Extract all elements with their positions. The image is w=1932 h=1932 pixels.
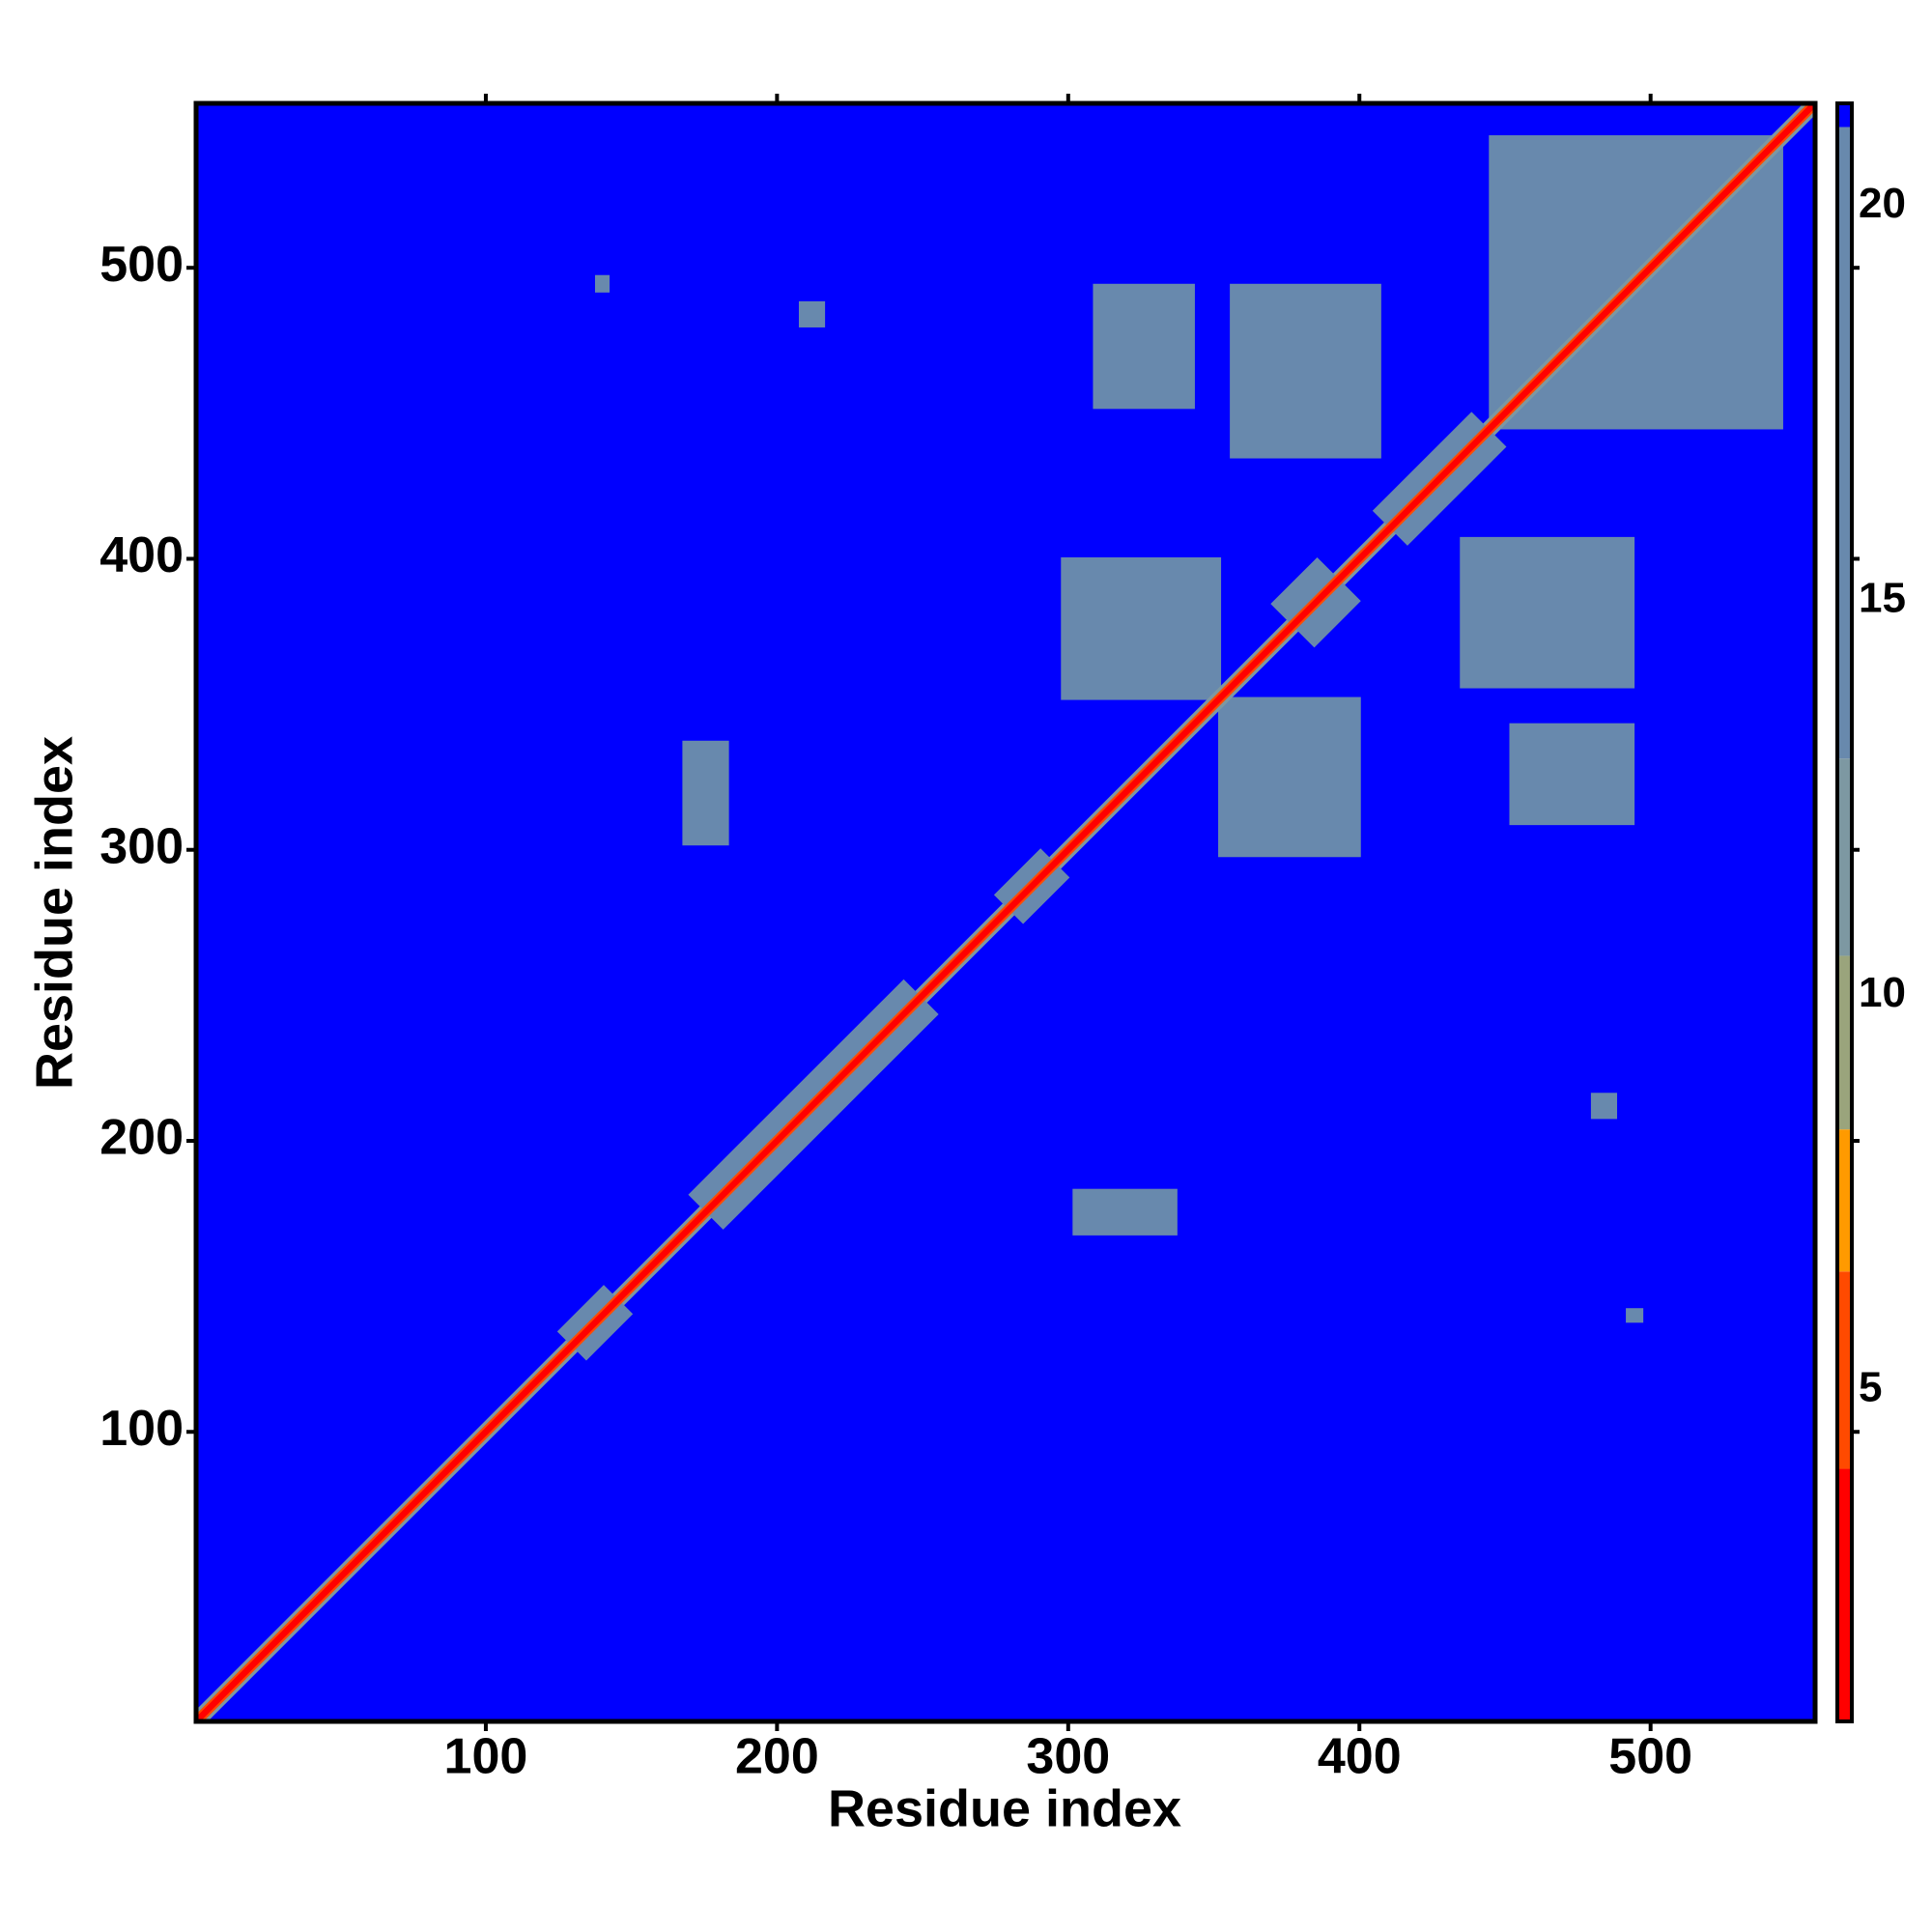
y-tick-label: 100 xyxy=(99,1401,184,1457)
contact-region xyxy=(798,300,826,327)
colorbar-tick-label: 15 xyxy=(1859,574,1906,621)
colorbar-frame xyxy=(1835,101,1854,1723)
colorbar-segment xyxy=(1837,955,1852,1130)
heatmap-area xyxy=(196,103,1815,1721)
colorbar-tick-label: 20 xyxy=(1859,180,1906,227)
contact-region xyxy=(1590,1093,1618,1120)
x-tick-label: 200 xyxy=(735,1729,819,1785)
x-tick-label: 400 xyxy=(1318,1729,1402,1785)
y-tick-label: 200 xyxy=(99,1110,184,1166)
x-tick-label: 500 xyxy=(1608,1729,1692,1785)
colorbar-segment xyxy=(1837,758,1852,956)
contact-region xyxy=(594,274,611,293)
plot-frame xyxy=(193,100,1818,1724)
colorbar-segment xyxy=(1837,1468,1852,1721)
colorbar-tick-label: 10 xyxy=(1859,969,1906,1016)
colorbar-tick-label: 5 xyxy=(1859,1363,1882,1410)
colorbar-segment xyxy=(1837,1271,1852,1469)
contact-region xyxy=(1230,283,1381,459)
contact-region xyxy=(1218,696,1361,858)
y-tick-label: 500 xyxy=(99,237,184,293)
contact-region xyxy=(1093,283,1195,410)
colorbar-segment xyxy=(1837,1129,1852,1272)
x-tick-label: 100 xyxy=(444,1729,528,1785)
contact-region xyxy=(1626,1308,1644,1323)
contact-region xyxy=(1460,536,1635,689)
y-tick-label: 400 xyxy=(99,527,184,583)
colorbar-segment xyxy=(1837,103,1852,128)
y-axis-title: Residue index xyxy=(25,736,83,1090)
y-tick-label: 300 xyxy=(99,818,184,874)
diagonal-band xyxy=(196,103,1815,1721)
x-axis-title: Residue index xyxy=(828,1779,1181,1837)
contact-region xyxy=(1509,723,1635,826)
contact-region xyxy=(1061,556,1222,700)
axes: 100 200 300 400 500 100 200 300 400 500 5 10 15 20 xyxy=(99,94,1906,1785)
contact-region xyxy=(682,740,729,846)
x-tick-label: 300 xyxy=(1026,1729,1110,1785)
colorbar-segment xyxy=(1837,127,1852,759)
contact-region xyxy=(1072,1188,1178,1236)
